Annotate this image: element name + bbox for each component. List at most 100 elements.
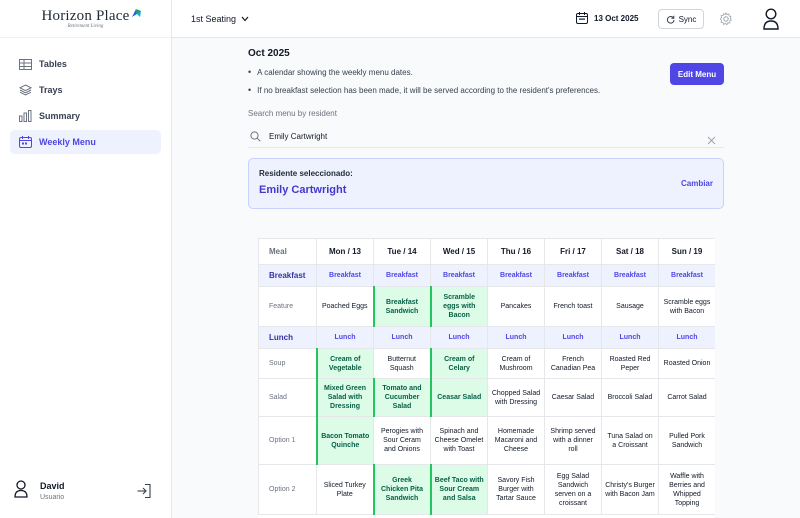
- info-item: If no breakfast selection has been made,…: [248, 85, 724, 95]
- menu-cell[interactable]: Shrimp served with a dinner roll: [544, 416, 602, 465]
- menu-cell[interactable]: Sliced Turkey Plate: [316, 464, 374, 515]
- brand-name: Horizon Place: [41, 8, 130, 24]
- menu-cell[interactable]: Carrot Salad: [658, 378, 715, 417]
- menu-cell[interactable]: Sausage: [601, 286, 659, 327]
- menu-cell[interactable]: Spinach and Cheese Omelet with Toast: [430, 416, 488, 465]
- menu-cell[interactable]: Roasted Onion: [658, 348, 715, 379]
- gear-icon[interactable]: [719, 12, 733, 31]
- selected-resident-label: Residente seleccionado:: [259, 169, 353, 178]
- search-icon: [250, 131, 261, 142]
- menu-cell[interactable]: Roasted Red Peper: [601, 348, 659, 379]
- edit-menu-button[interactable]: Edit Menu: [670, 63, 724, 85]
- table-row: Option 1 Bacon Tomato Quinche Perogies wit…: [258, 416, 715, 465]
- date-picker[interactable]: 13 Oct 2025: [576, 12, 638, 24]
- menu-cell[interactable]: French toast: [544, 286, 602, 327]
- sidebar-item-label: Summary: [39, 111, 81, 121]
- resident-search-input[interactable]: [269, 132, 669, 141]
- logout-icon[interactable]: [136, 483, 152, 504]
- section-day-tag: Lunch: [658, 326, 715, 349]
- menu-cell-selected[interactable]: Beef Taco with Sour Cream and Salsa: [429, 464, 488, 515]
- sidebar-item-label: Weekly Menu: [39, 137, 96, 147]
- menu-content: Oct 2025 A calendar showing the weekly m…: [248, 48, 724, 209]
- section-day-tag: Lunch: [601, 326, 659, 349]
- table-icon: [18, 58, 32, 70]
- search-bar: [248, 126, 724, 148]
- table-row: Feature Poached Eggs Breakfast Sandwich Scr…: [258, 286, 715, 327]
- sidebar-item-label: Tables: [39, 59, 67, 69]
- sidebar: Horizon Place Retirement Living Tables: [0, 0, 172, 518]
- menu-cell[interactable]: Christy's Burger with Bacon Jam: [601, 464, 659, 515]
- table-header-row: Meal Mon / 13 Tue / 14 Wed / 15 Thu / 16…: [258, 238, 715, 265]
- sidebar-item-tables[interactable]: Tables: [10, 52, 161, 76]
- section-day-tag: Lunch: [544, 326, 602, 349]
- menu-cell[interactable]: Scramble eggs with Bacon: [658, 286, 715, 327]
- menu-cell[interactable]: Homemade Macaroni and Cheese: [487, 416, 545, 465]
- menu-cell-selected[interactable]: Ceasar Salad: [429, 378, 488, 417]
- section-day-tag: Breakfast: [658, 264, 715, 287]
- section-day-tag: Breakfast: [373, 264, 431, 287]
- menu-cell-selected[interactable]: Breakfast Sandwich: [372, 286, 431, 327]
- main-area: 1st Seating 13 Oct 2025 Sync Oct 2025 A: [172, 0, 800, 518]
- sidebar-item-weekly-menu[interactable]: Weekly Menu: [10, 130, 161, 154]
- sidebar-item-trays[interactable]: Trays: [10, 78, 161, 102]
- menu-cell-selected[interactable]: Scramble eggs with Bacon: [429, 286, 488, 327]
- close-icon[interactable]: [707, 132, 716, 150]
- row-label: Option 1: [258, 416, 317, 465]
- info-item: A calendar showing the weekly menu dates…: [248, 67, 724, 77]
- table-row: Option 2 Sliced Turkey Plate Greek Chicken…: [258, 464, 715, 515]
- day-column-header: Mon / 13: [316, 238, 374, 265]
- menu-cell[interactable]: Waffle with Berries and Whipped Topping: [658, 464, 715, 515]
- menu-cell[interactable]: Tuna Salad on a Croissant: [601, 416, 659, 465]
- menu-cell[interactable]: Egg Salad Sandwich serven on a croissant: [544, 464, 602, 515]
- section-day-tag: Breakfast: [316, 264, 374, 287]
- menu-cell[interactable]: Savory Fish Burger with Tartar Sauce: [487, 464, 545, 515]
- seating-label: 1st Seating: [191, 14, 237, 24]
- menu-cell[interactable]: Poached Eggs: [316, 286, 374, 327]
- table-body: Breakfast Breakfast Breakfast Breakfast Brea…: [258, 264, 715, 515]
- section-day-tag: Breakfast: [430, 264, 488, 287]
- seating-selector[interactable]: 1st Seating: [191, 14, 249, 24]
- menu-cell-selected[interactable]: Bacon Tomato Quinche: [315, 416, 374, 465]
- sync-button[interactable]: Sync: [658, 9, 704, 29]
- day-column-header: Tue / 14: [373, 238, 431, 265]
- menu-cell[interactable]: Cream of Mushroom: [487, 348, 545, 379]
- menu-cell[interactable]: Pancakes: [487, 286, 545, 327]
- day-column-header: Sat / 18: [601, 238, 659, 265]
- weekly-menu-table-container: Meal Mon / 13 Tue / 14 Wed / 15 Thu / 16…: [258, 238, 715, 518]
- menu-cell-selected[interactable]: Greek Chicken Pita Sandwich: [372, 464, 431, 515]
- day-column-header: Fri / 17: [544, 238, 602, 265]
- section-day-tag: Breakfast: [487, 264, 545, 287]
- weekly-menu-table: Meal Mon / 13 Tue / 14 Wed / 15 Thu / 16…: [258, 238, 715, 515]
- section-day-tag: Lunch: [430, 326, 488, 349]
- menu-cell-selected[interactable]: Tomato and Cucumber Salad: [372, 378, 431, 417]
- row-label: Feature: [258, 286, 317, 327]
- chevron-down-icon: [241, 16, 249, 22]
- change-resident-button[interactable]: Cambiar: [680, 179, 713, 188]
- menu-cell[interactable]: Chopped Salad with Dressing: [487, 378, 545, 417]
- leaf-icon: [130, 6, 142, 24]
- menu-cell[interactable]: Pulled Pork Sandwich: [658, 416, 715, 465]
- menu-cell[interactable]: Butternut Squash: [373, 348, 431, 379]
- menu-cell-selected[interactable]: Mixed Green Salad with Dressing: [315, 378, 374, 417]
- menu-cell[interactable]: Broccoli Salad: [601, 378, 659, 417]
- current-date: 13 Oct 2025: [594, 13, 639, 23]
- menu-cell[interactable]: Caesar Salad: [544, 378, 602, 417]
- profile-icon[interactable]: [763, 8, 779, 35]
- sidebar-item-label: Trays: [39, 85, 63, 95]
- bar-chart-icon: [18, 110, 32, 122]
- section-day-tag: Breakfast: [544, 264, 602, 287]
- calendar-icon: [576, 12, 588, 24]
- menu-cell-selected[interactable]: Cream of Vegetable: [315, 348, 374, 379]
- menu-cell-selected[interactable]: Cream of Celary: [429, 348, 488, 379]
- calendar-icon: [18, 136, 32, 148]
- meal-column-header: Meal: [258, 238, 317, 265]
- section-day-tag: Lunch: [487, 326, 545, 349]
- logo-mark: Horizon Place Retirement Living: [41, 8, 141, 29]
- sidebar-item-summary[interactable]: Summary: [10, 104, 161, 128]
- menu-cell[interactable]: French Canadian Pea: [544, 348, 602, 379]
- page-title: Oct 2025: [248, 48, 290, 59]
- menu-cell[interactable]: Perogies with Sour Ceram and Onions: [373, 416, 431, 465]
- section-day-tag: Lunch: [316, 326, 374, 349]
- logo: Horizon Place Retirement Living: [0, 0, 171, 38]
- sidebar-nav: Tables Trays Summary Weekly Menu: [0, 52, 171, 154]
